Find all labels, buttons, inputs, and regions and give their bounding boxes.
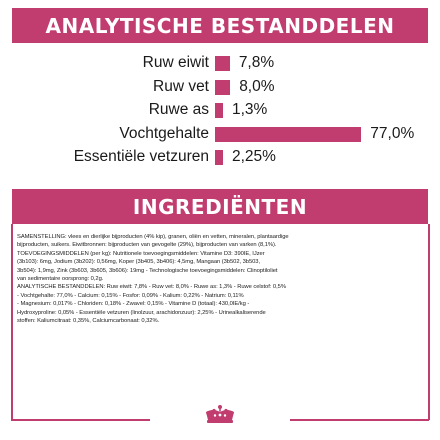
frame-line-right (428, 224, 430, 420)
ingredients-text: SAMENSTELLING: vlees en dierlijke bijpro… (17, 233, 423, 325)
crown-logo-icon (206, 405, 234, 423)
analytical-row-bar (215, 126, 362, 142)
ingredients-line: van sedimentaire oorsprong: 0,2g. (17, 276, 104, 283)
analytical-row: Ruwe as 1,3% (0, 100, 440, 122)
ingredients-line: - Magnesium: 0,017% - Chloriden: 0,18% -… (17, 301, 250, 308)
analytical-row-label: Vochtgehalte (119, 124, 209, 142)
analytical-row: Essentiële vetzuren 2,25% (0, 147, 440, 169)
ingredients-line: Hydroxyproline: 0,05% - Essentiële vetzu… (17, 309, 266, 316)
ingredients-line: - Vochtgehalte: 77,0% - Calcium: 0,15% -… (17, 292, 244, 299)
frame-line-left (11, 224, 13, 420)
analytical-row-value: 8,0% (239, 77, 275, 95)
ingredients-line: bijproducten, suikers. Eiwitbronnen: bij… (17, 242, 277, 249)
analytical-row-label: Ruwe as (148, 101, 209, 118)
frame-line-bottom-right (290, 419, 429, 421)
analytical-row-label: Ruw eiwit (142, 54, 209, 71)
analytical-row-value: 2,25% (232, 148, 276, 165)
analytical-row: Vochtgehalte 77,0% (0, 124, 440, 146)
analytical-row: Ruw eiwit 7,8% (0, 53, 440, 75)
analytical-constituents-title: ANALYTISCHE BESTANDDELEN (12, 8, 428, 43)
ingredients-line: 3b504): 1,9mg, Zink (3b603, 3b605, 3b606… (17, 267, 278, 274)
analytical-row-label: Ruw vet (153, 77, 209, 95)
analytical-row-bar (215, 79, 231, 95)
analytical-row-bar (215, 150, 223, 165)
ingredients-line: ANALYTISCHE BESTANDDELEN: Ruw eiwit: 7,8… (17, 284, 286, 291)
analytical-row-bar (215, 103, 223, 118)
analytical-row-bar (215, 56, 230, 71)
analytical-row-value: 7,8% (238, 54, 275, 71)
ingredients-line: (3b103): 6mg, Jodium (3b202): 0,56mg, Ko… (17, 259, 261, 266)
ingredients-line: TOEVOEGINGSMIDDELEN (per kg): Nutritione… (17, 250, 265, 257)
frame-line-bottom-left (11, 419, 150, 421)
ingredients-line: stoffen: Kaliumcitraat: 0,35%, Calciumca… (17, 318, 160, 325)
ingredients-title: INGREDIËNTEN (12, 189, 428, 224)
analytical-row: Ruw vet 8,0% (0, 77, 440, 99)
analytical-row-value: 1,3% (232, 101, 268, 118)
ingredients-line: SAMENSTELLING: vlees en dierlijke bijpro… (17, 234, 289, 240)
analytical-row-value: 77,0% (370, 124, 415, 142)
analytical-row-label: Essentiële vetzuren (73, 148, 209, 165)
